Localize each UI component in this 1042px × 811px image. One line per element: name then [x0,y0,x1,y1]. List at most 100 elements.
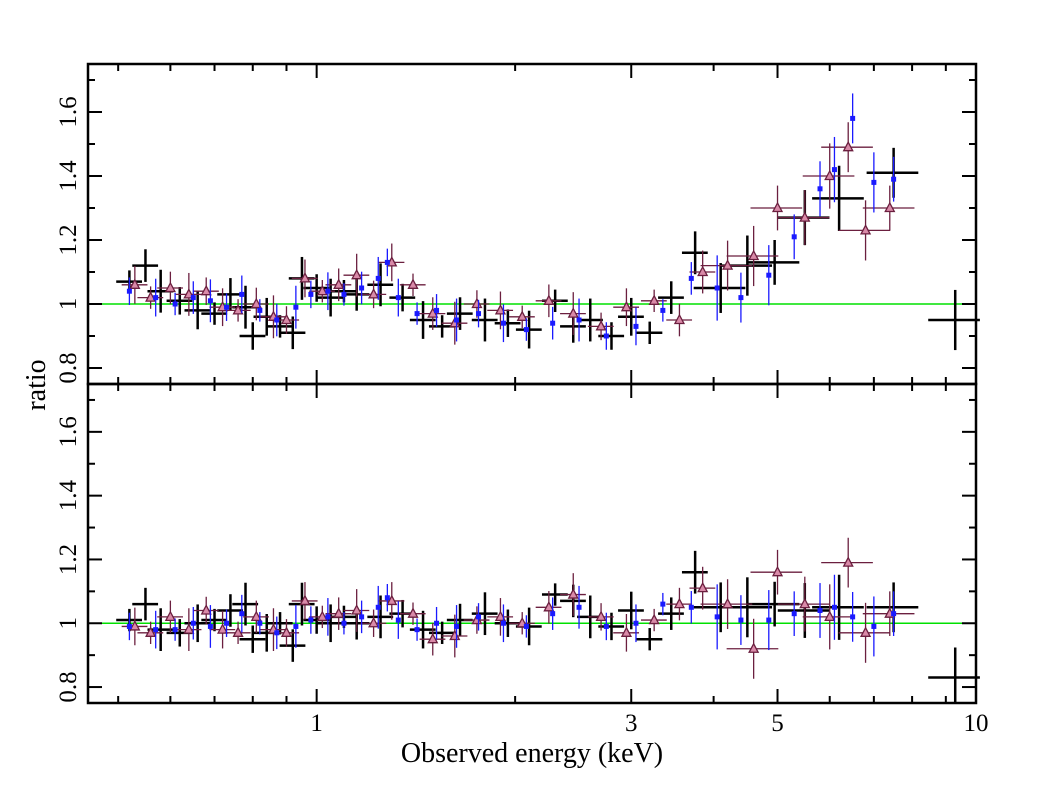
square-marker [375,275,381,281]
square-marker [207,623,213,629]
triangle-marker [771,565,784,577]
square-marker [153,627,159,633]
square-marker [476,614,482,620]
data-point-square [239,275,245,314]
data-point-cross [367,595,394,639]
square-marker [791,234,797,240]
triangle-marker [799,597,811,609]
data-point-triangle [560,573,586,616]
triangle-marker [697,581,709,593]
square-marker [850,614,856,620]
square-marker [831,167,837,173]
triangle-marker [299,272,311,283]
data-point-triangle [157,271,183,305]
data-point-triangle [802,143,855,209]
triangle-marker [280,313,293,325]
triangle-marker [884,201,896,213]
y-tick-label: 1 [55,617,82,630]
data-point-triangle [487,291,514,330]
square-marker [688,604,694,610]
data-point-triangle [399,273,426,296]
data-point-square [359,600,365,634]
data-point-triangle [137,621,164,644]
data-point-triangle [157,600,183,634]
square-marker [359,285,365,291]
square-marker [500,620,506,626]
data-point-square [153,610,159,649]
square-marker [633,620,639,626]
data-point-triangle [587,603,614,631]
data-point-cross [471,298,498,342]
square-marker [375,604,381,610]
data-point-square [766,590,772,651]
y-tick-label: 1.4 [55,480,82,512]
square-marker [395,295,401,301]
triangle-marker [368,288,380,299]
square-marker [831,604,837,610]
data-point-square [791,214,797,260]
data-point-square [550,306,556,340]
square-marker [550,611,556,617]
data-point-triangle [862,591,915,637]
data-point-triangle [209,610,236,649]
triangle-marker [722,597,734,609]
triangle-marker [648,613,660,625]
triangle-marker [250,610,262,622]
data-point-cross [928,647,980,703]
square-marker [257,620,263,626]
data-point-triangle [137,286,164,309]
data-point-triangle [535,284,562,318]
square-marker [603,623,609,629]
data-point-square [714,255,720,321]
square-marker [257,307,263,313]
data-point-square [190,606,196,640]
square-marker [891,611,897,617]
data-point-square [434,294,440,327]
square-marker [766,617,772,623]
data-point-square [850,591,856,642]
data-point-triangle [509,612,535,635]
data-point-cross [471,592,498,636]
data-point-triangle [535,591,562,624]
data-point-cross [409,610,436,649]
data-point-square [274,616,280,650]
triangle-marker [494,610,507,622]
data-point-square [325,598,331,636]
data-point-square [239,594,245,633]
y-tick-label: 1 [55,298,82,311]
square-marker [384,595,390,601]
data-point-square [603,612,609,641]
data-point-triangle [560,292,586,336]
data-point-triangle [224,299,251,322]
data-point-square [476,299,482,328]
triangle-marker [748,642,760,653]
data-point-square [224,293,230,321]
y-tick-label: 1.6 [55,96,82,127]
data-point-square [738,595,744,645]
square-marker [523,623,529,629]
triangle-marker [333,278,345,289]
square-marker [341,620,347,626]
data-point-triangle [689,250,716,294]
data-point-triangle [419,622,446,656]
square-marker [190,295,196,301]
data-point-square [500,304,506,343]
data-point-triangle [224,621,251,644]
triangle-marker [316,284,328,296]
square-marker [817,607,823,613]
square-marker [714,614,720,620]
data-point-square [224,609,230,637]
data-point-triangle [360,280,387,309]
x-tick-label: 3 [625,710,638,737]
triangle-marker [673,597,686,609]
square-marker [523,327,529,333]
data-point-square [375,585,381,629]
data-point-square [341,283,347,306]
triangle-marker [620,300,633,312]
data-point-triangle [309,605,335,629]
data-point-triangle [175,608,202,652]
data-point-square [550,597,556,630]
square-marker [395,617,401,623]
data-point-triangle [700,579,753,629]
